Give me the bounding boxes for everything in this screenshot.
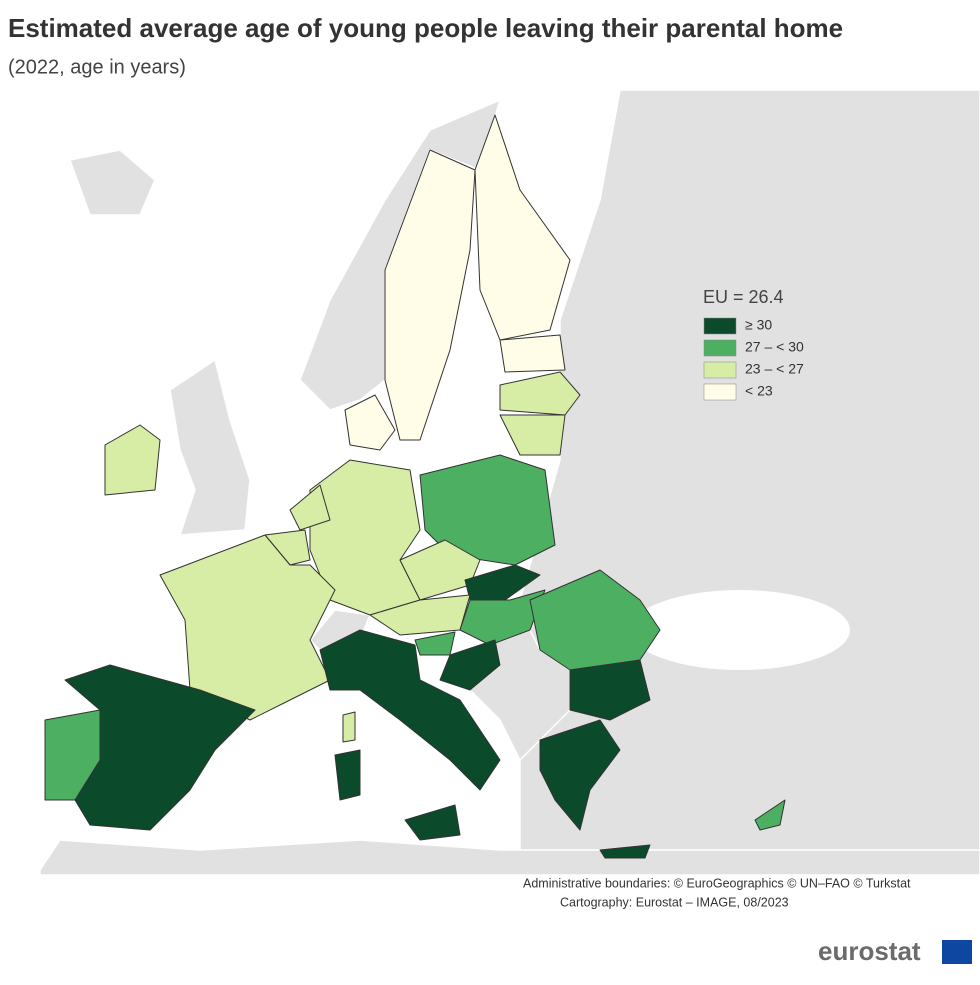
latvia — [499, 371, 581, 416]
legend-swatch — [703, 383, 737, 401]
legend-title: EU = 26.4 — [703, 287, 784, 307]
sweden — [384, 149, 476, 441]
iceland — [68, 149, 156, 216]
austria — [369, 594, 471, 636]
title: Estimated average age of young people le… — [8, 13, 843, 43]
portugal — [44, 709, 101, 801]
lithuania — [499, 414, 566, 456]
czechia — [399, 539, 481, 601]
legend-label: < 23 — [745, 383, 773, 399]
france — [159, 534, 336, 721]
poland — [419, 454, 556, 566]
denmark — [344, 394, 396, 451]
credit: Administrative boundaries: © EuroGeograp… — [523, 876, 911, 890]
legend-swatch — [703, 317, 737, 335]
netherlands — [289, 484, 331, 531]
credit: Cartography: Eurostat – IMAGE, 08/2023 — [560, 895, 789, 909]
italy — [319, 629, 501, 791]
africa-land — [39, 839, 980, 876]
legend-label: 23 – < 27 — [745, 361, 804, 377]
corsica — [342, 711, 356, 743]
greece — [539, 719, 621, 831]
sicily — [404, 804, 461, 841]
ireland — [104, 424, 161, 496]
croatia — [439, 639, 501, 691]
legend: EU = 26.4 ≥ 30 27 – < 30 23 – < 27 < 23 — [703, 287, 804, 401]
legend-label: 27 – < 30 — [745, 339, 804, 355]
legend-label: ≥ 30 — [745, 317, 772, 333]
bulgaria — [569, 659, 651, 721]
legend-swatch — [703, 339, 737, 357]
romania — [529, 569, 661, 671]
black-sea — [630, 590, 850, 670]
norway — [299, 98, 502, 411]
legend-swatch — [703, 361, 737, 379]
finland — [474, 114, 571, 341]
eu-flag — [942, 940, 972, 964]
sardinia — [334, 749, 361, 801]
logo-text: eurostat — [818, 936, 921, 966]
uk — [169, 358, 251, 536]
crete — [599, 844, 651, 859]
cyprus — [754, 799, 786, 831]
subtitle: (2022, age in years) — [8, 56, 186, 78]
estonia — [499, 334, 566, 373]
map — [0, 89, 980, 876]
